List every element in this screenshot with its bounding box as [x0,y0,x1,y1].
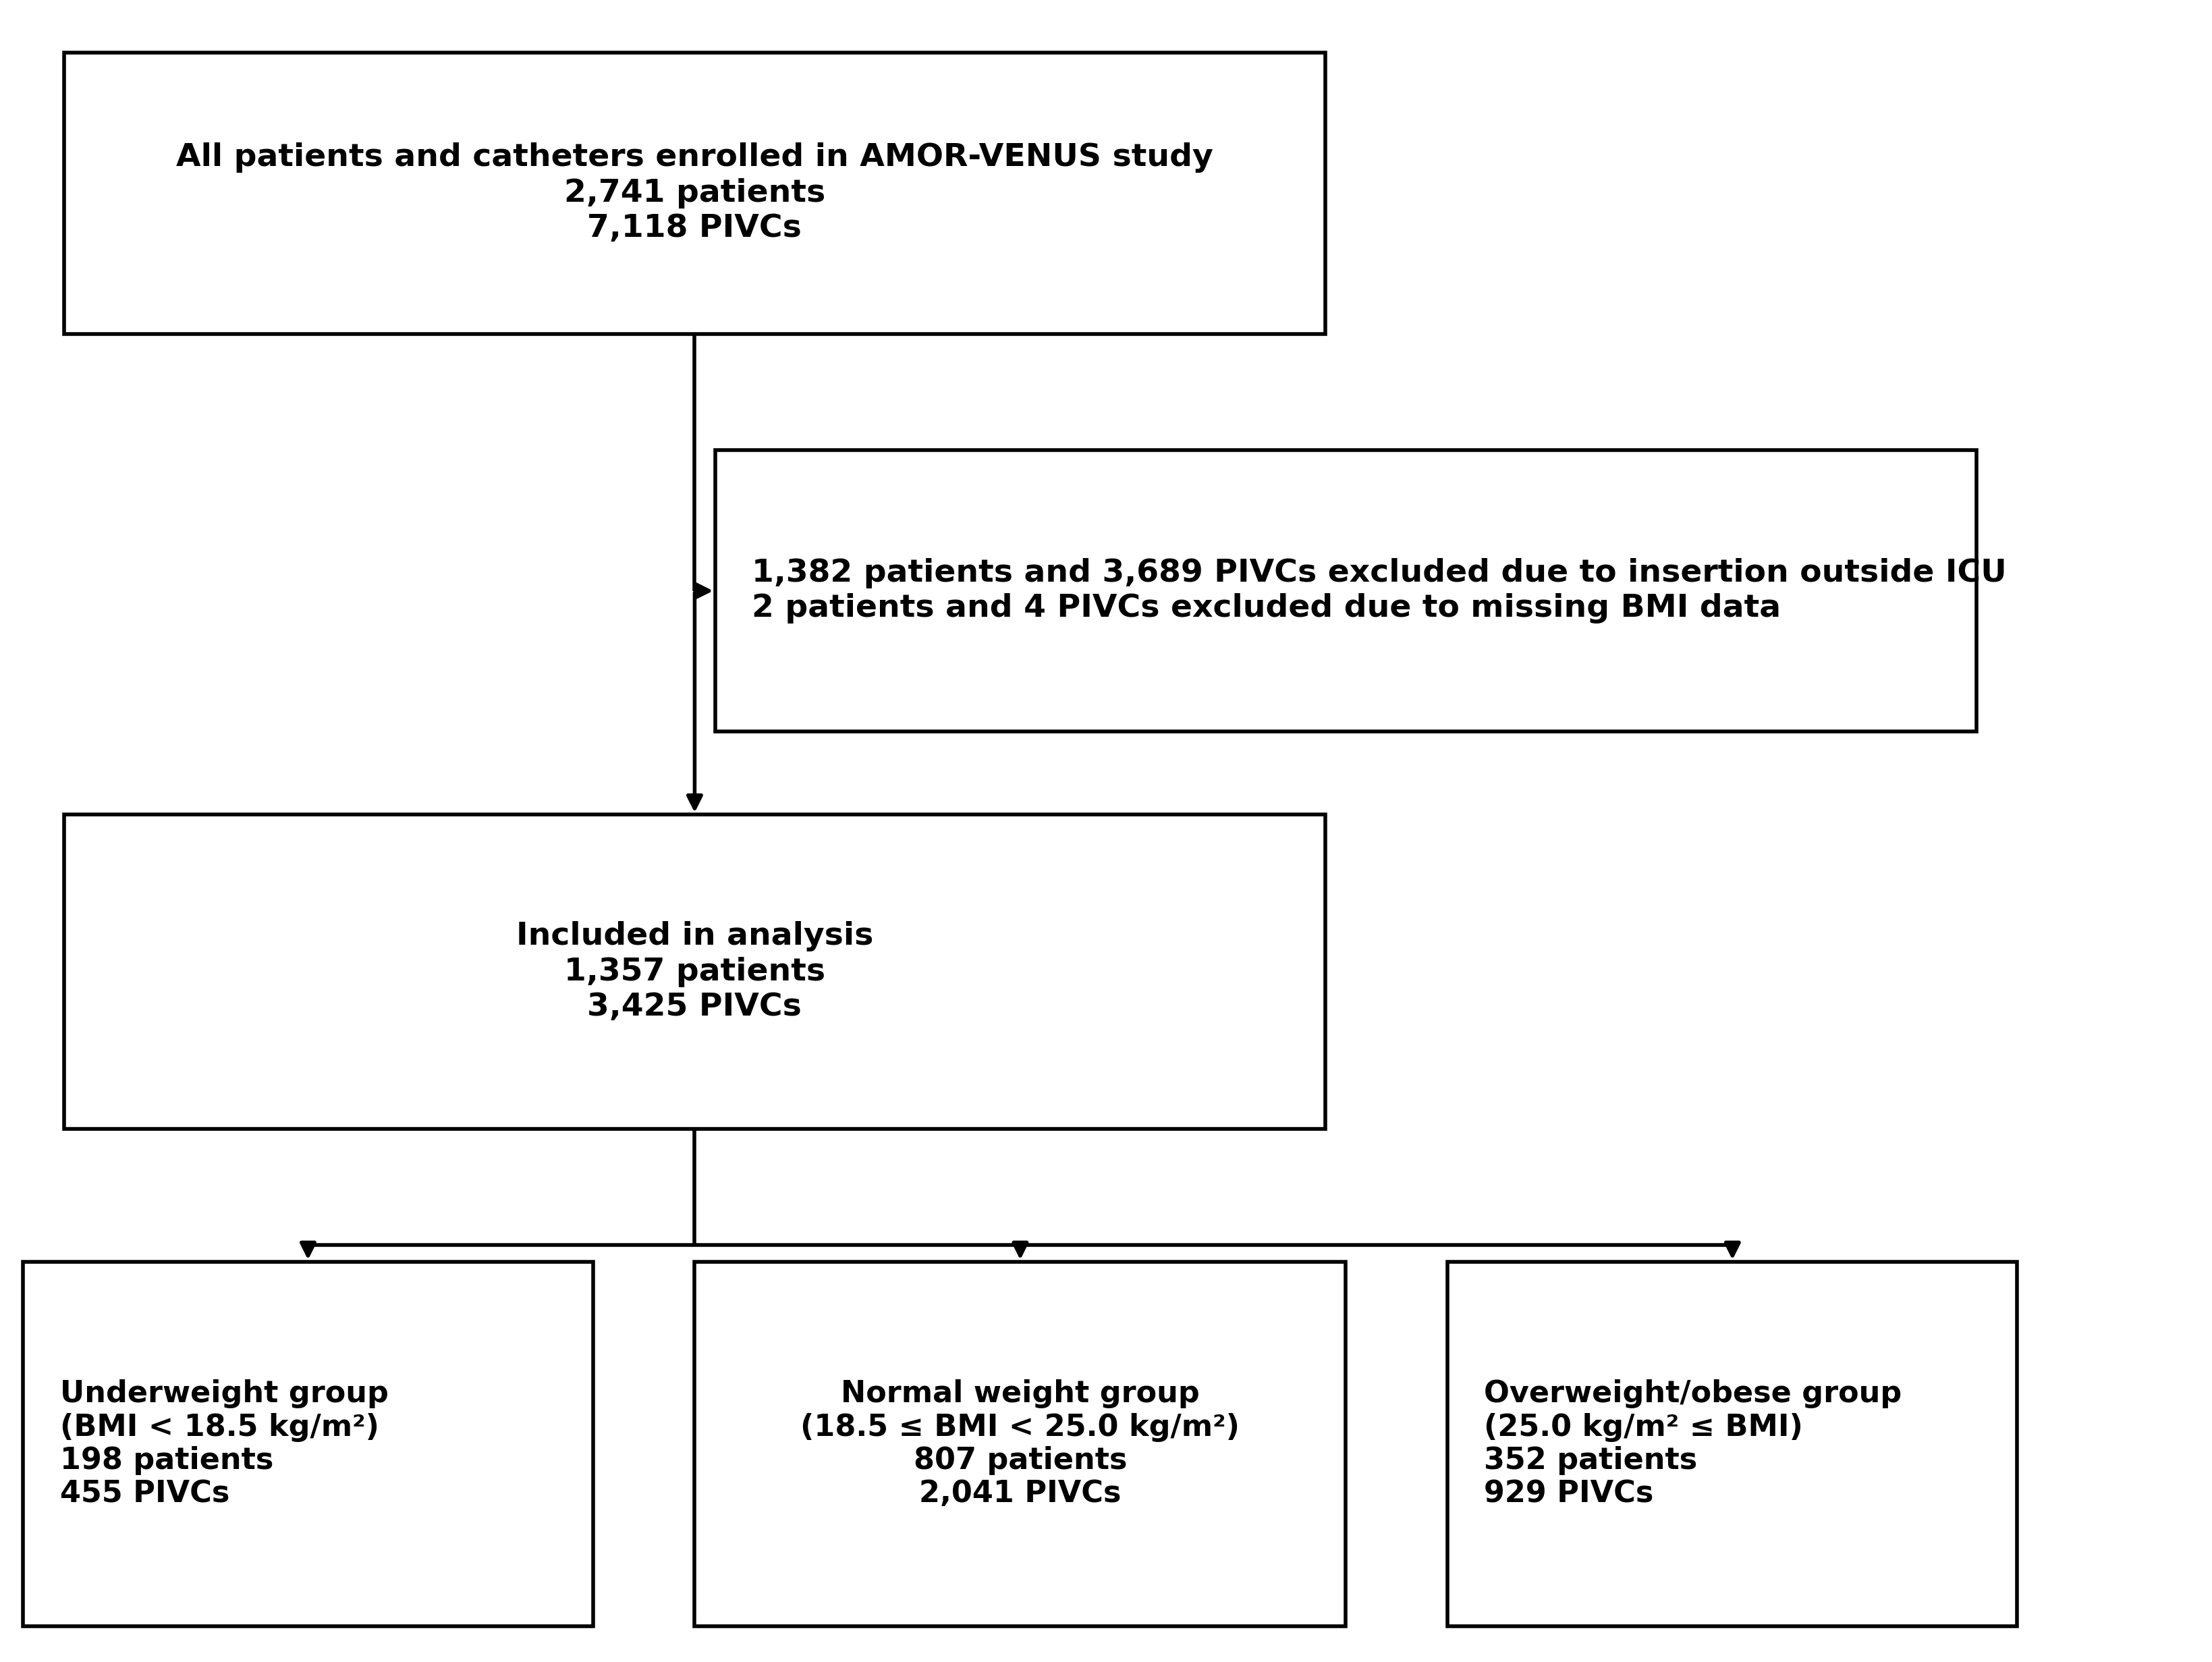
Text: 1,382 patients and 3,689 PIVCs excluded due to insertion outside ICU: 1,382 patients and 3,689 PIVCs excluded … [752,558,2006,588]
Text: (18.5 ≤ BMI < 25.0 kg/m²): (18.5 ≤ BMI < 25.0 kg/m²) [801,1413,1241,1441]
Text: 455 PIVCs: 455 PIVCs [60,1479,230,1509]
Text: 2,041 PIVCs: 2,041 PIVCs [920,1479,1121,1509]
Text: Underweight group: Underweight group [60,1379,389,1408]
Text: Normal weight group: Normal weight group [841,1379,1199,1408]
Text: (BMI < 18.5 kg/m²): (BMI < 18.5 kg/m²) [60,1413,378,1441]
Text: 7,118 PIVCs: 7,118 PIVCs [588,213,803,244]
Text: 929 PIVCs: 929 PIVCs [1484,1479,1655,1509]
Text: 807 patients: 807 patients [914,1446,1128,1476]
Text: Included in analysis: Included in analysis [515,921,874,952]
Text: 1,357 patients: 1,357 patients [564,957,825,987]
Text: All patients and catheters enrolled in AMOR-VENUS study: All patients and catheters enrolled in A… [177,143,1212,173]
FancyBboxPatch shape [1447,1261,2017,1625]
Text: 2,741 patients: 2,741 patients [564,178,825,208]
FancyBboxPatch shape [64,814,1325,1128]
FancyBboxPatch shape [64,53,1325,334]
Text: Overweight/obese group: Overweight/obese group [1484,1379,1902,1408]
Text: 352 patients: 352 patients [1484,1446,1697,1476]
FancyBboxPatch shape [695,1261,1345,1625]
Text: 2 patients and 4 PIVCs excluded due to missing BMI data: 2 patients and 4 PIVCs excluded due to m… [752,593,1781,623]
Text: 198 patients: 198 patients [60,1446,274,1476]
FancyBboxPatch shape [22,1261,593,1625]
Text: 3,425 PIVCs: 3,425 PIVCs [588,992,803,1022]
Text: (25.0 kg/m² ≤ BMI): (25.0 kg/m² ≤ BMI) [1484,1413,1803,1441]
FancyBboxPatch shape [714,450,1978,731]
